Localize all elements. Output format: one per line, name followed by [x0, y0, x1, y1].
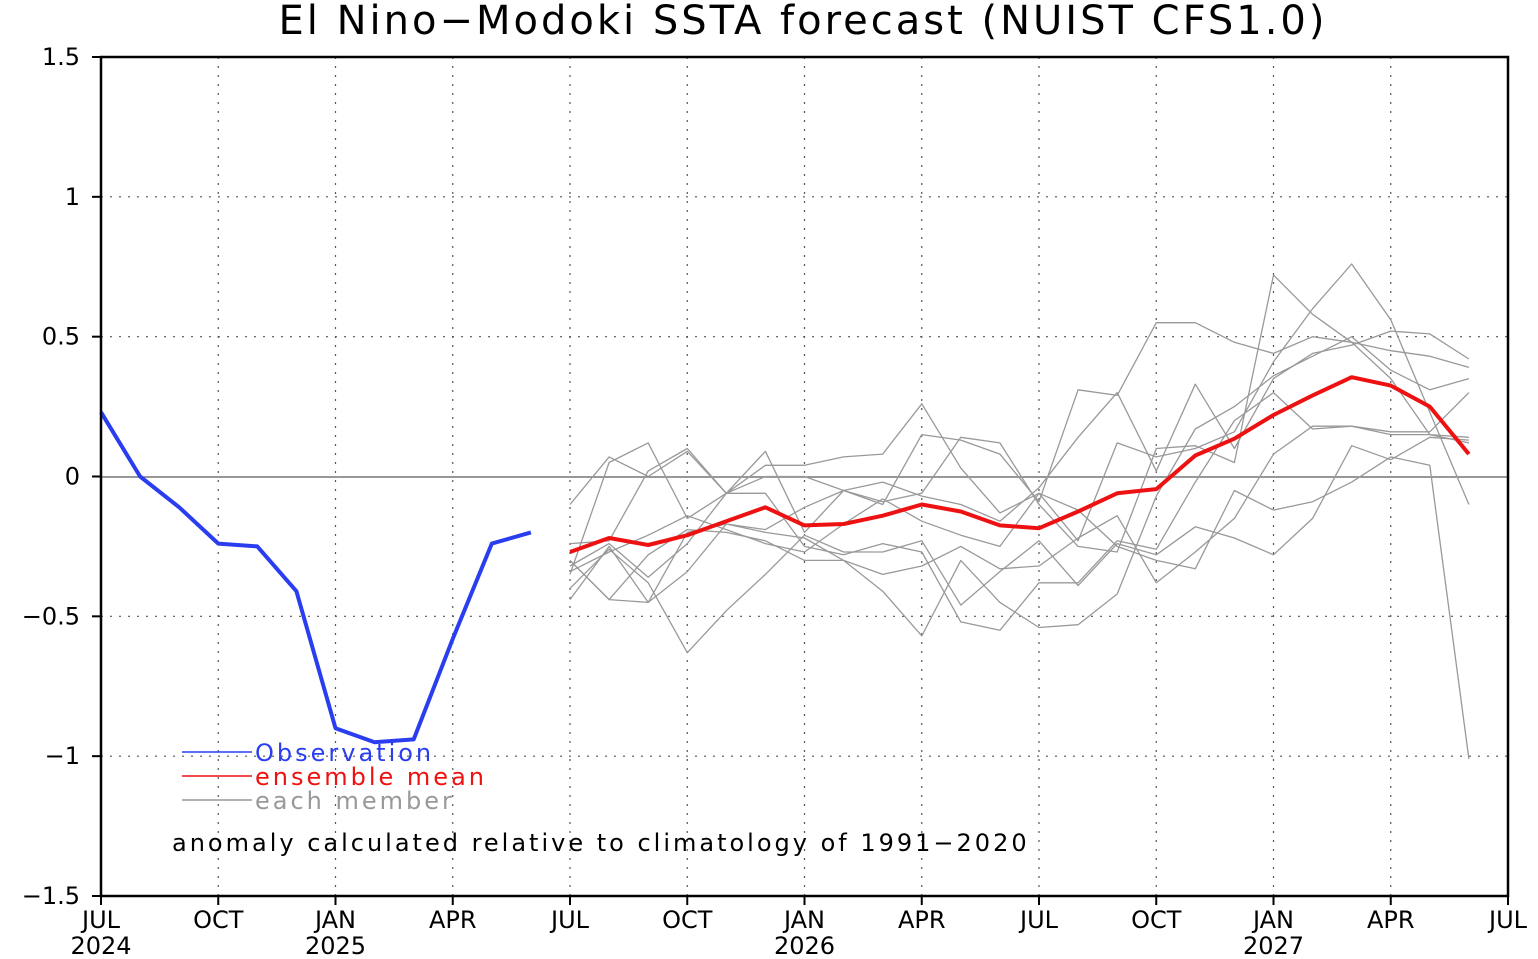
member-line	[569, 322, 1470, 545]
y-tick-label: −0.5	[22, 602, 80, 630]
x-tick-label: JAN	[1251, 906, 1294, 934]
y-tick-label: 0	[65, 463, 80, 491]
member-line	[569, 456, 1470, 760]
x-tick-label: JUL	[80, 906, 121, 934]
x-tick-label: OCT	[1131, 906, 1182, 934]
x-tick-label: JAN	[782, 906, 825, 934]
member-line	[569, 274, 1469, 575]
member-line	[569, 436, 1469, 654]
x-year-label: 2024	[70, 932, 131, 959]
member-line	[569, 263, 1470, 542]
member-line	[569, 336, 1470, 637]
y-tick-label: 0.5	[42, 323, 80, 351]
members-layer	[569, 263, 1470, 760]
y-tick-label: −1.5	[22, 882, 80, 910]
ensemble-mean-line	[569, 375, 1471, 554]
ensemble-mean-layer	[569, 375, 1471, 554]
member-line	[569, 330, 1470, 604]
legend: Observation ensemble mean each member	[182, 739, 487, 815]
x-tick-label: JAN	[313, 906, 356, 934]
legend-mean-label: ensemble mean	[255, 763, 487, 791]
y-tick-label: −1	[45, 742, 80, 770]
x-tick-label: APR	[898, 906, 946, 934]
x-tick-label: JUL	[549, 906, 590, 934]
x-tick-label: OCT	[662, 906, 713, 934]
x-tick-label: JUL	[1018, 906, 1059, 934]
observation-line	[99, 411, 532, 745]
legend-member-label: each member	[255, 787, 455, 815]
observation-layer	[99, 411, 532, 745]
climatology-note: anomaly calculated relative to climatolo…	[172, 829, 1030, 857]
grid-layer	[101, 57, 1508, 896]
member-line	[569, 391, 1470, 631]
x-tick-label: APR	[1367, 906, 1415, 934]
y-tick-label: 1	[65, 183, 80, 211]
legend-observation-label: Observation	[255, 739, 434, 767]
x-tick-label: JUL	[1487, 906, 1528, 934]
x-year-label: 2025	[305, 932, 366, 959]
x-year-label: 2026	[774, 932, 835, 959]
x-year-label: 2027	[1243, 932, 1304, 959]
x-tick-label: OCT	[193, 906, 244, 934]
chart-title: El Nino−Modoki SSTA forecast (NUIST CFS1…	[279, 0, 1328, 44]
y-tick-label: 1.5	[42, 43, 80, 71]
x-tick-label: APR	[429, 906, 477, 934]
member-line	[569, 392, 1470, 601]
